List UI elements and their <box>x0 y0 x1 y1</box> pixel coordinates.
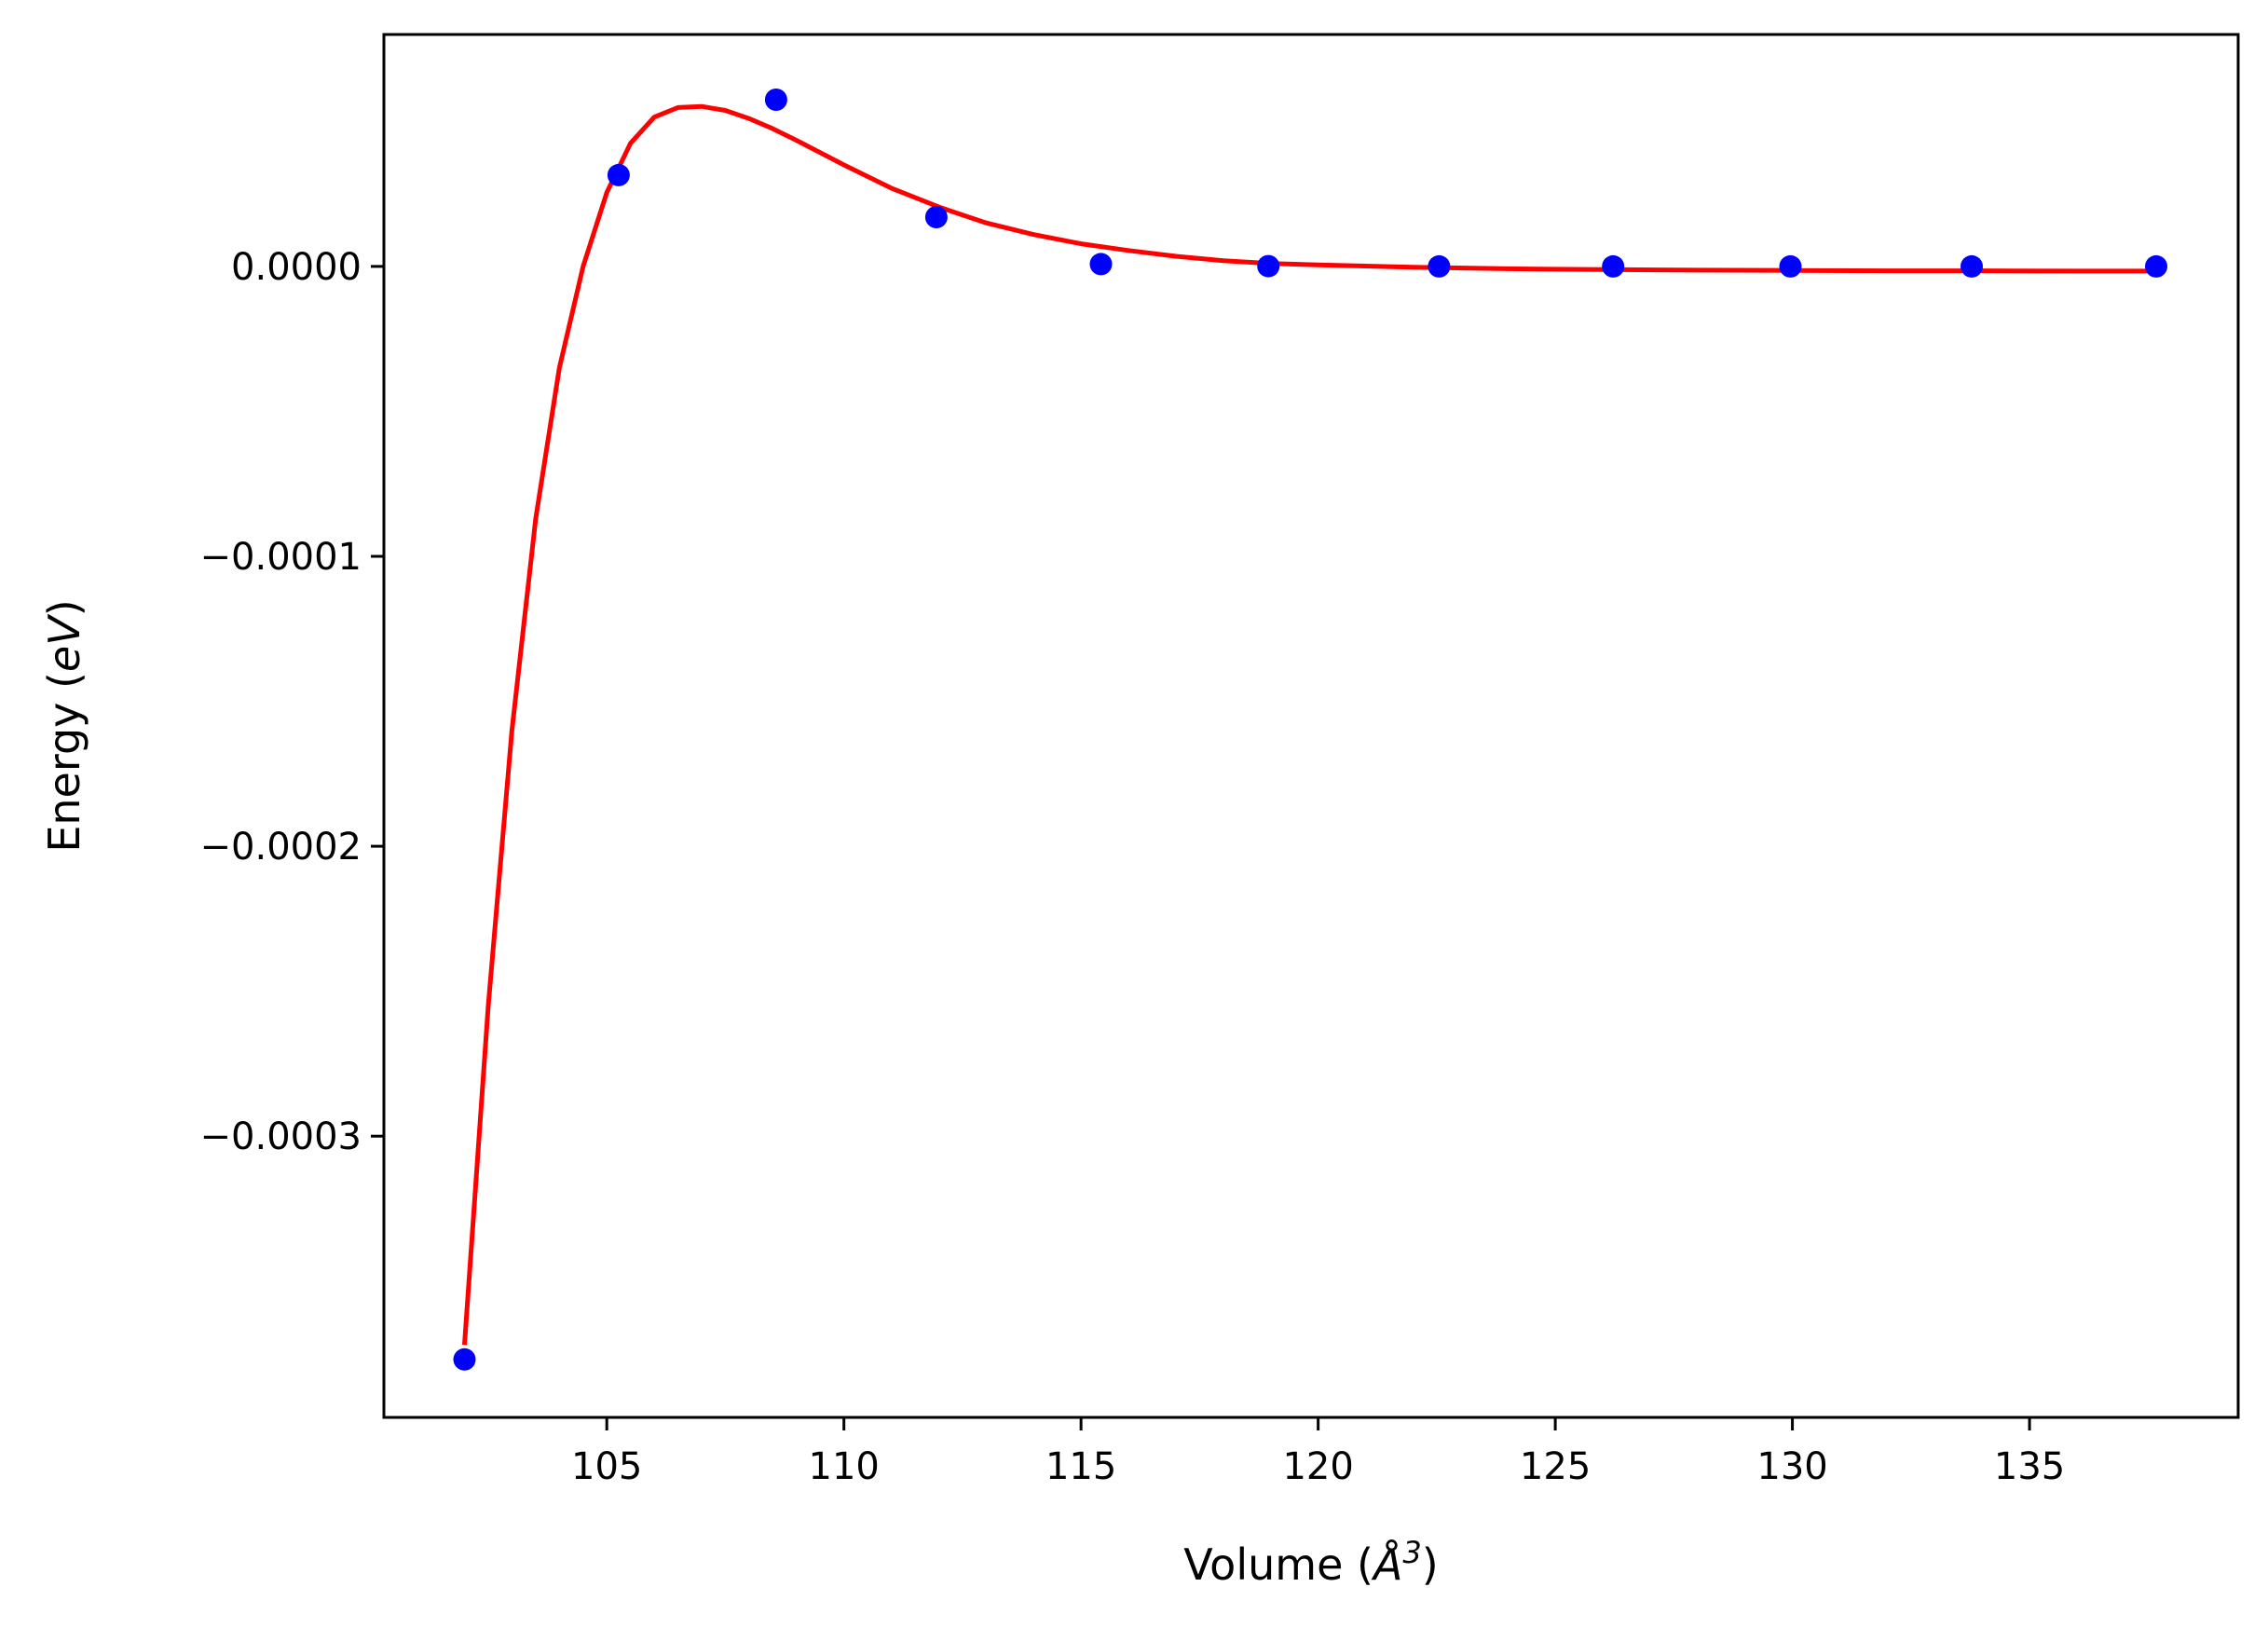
data-point <box>2145 254 2167 278</box>
x-tick-label: 130 <box>1756 1445 1827 1488</box>
y-tick-label: 0.0000 <box>231 246 362 289</box>
y-axis-label-close: ) <box>39 599 89 616</box>
data-point <box>1089 253 1113 276</box>
data-point <box>1779 254 1802 278</box>
x-axis-label-close: ) <box>1422 1539 1439 1590</box>
x-axis-label-symbol: Å <box>1371 1539 1402 1590</box>
data-point <box>764 89 787 111</box>
data-point <box>607 163 630 186</box>
data-point <box>453 1348 476 1371</box>
x-tick-label: 120 <box>1282 1445 1353 1488</box>
x-axis-label-exponent: 3 <box>1402 1535 1421 1570</box>
x-axis-label-text: Volume ( <box>1183 1539 1373 1590</box>
data-point <box>1257 254 1280 278</box>
plot-frame <box>382 33 2240 1419</box>
x-axis-label: Volume (Å3) <box>1183 1535 1438 1590</box>
y-axis-label-text: Energy ( <box>39 672 89 853</box>
y-tick-label: −0.0001 <box>200 536 362 579</box>
y-axis-ticks: 0.0000 −0.0001 −0.0002 −0.0003 <box>200 246 384 1158</box>
data-point <box>1602 254 1625 278</box>
y-tick-label: −0.0003 <box>200 1115 362 1158</box>
data-point <box>1961 254 1983 278</box>
data-point <box>924 206 948 228</box>
x-tick-label: 115 <box>1045 1445 1116 1488</box>
plot-content <box>453 89 2167 1371</box>
x-tick-label: 125 <box>1520 1445 1591 1488</box>
x-tick-label: 135 <box>1994 1445 2065 1488</box>
y-tick-label: −0.0002 <box>200 826 362 869</box>
data-point <box>1428 254 1451 278</box>
x-axis-ticks: 105 110 115 120 125 130 135 <box>571 1417 2065 1488</box>
x-tick-label: 105 <box>571 1445 642 1488</box>
y-axis-label: Energy (eV) <box>39 599 89 852</box>
x-tick-label: 110 <box>809 1445 880 1488</box>
y-axis-label-unit: eV <box>39 613 89 672</box>
